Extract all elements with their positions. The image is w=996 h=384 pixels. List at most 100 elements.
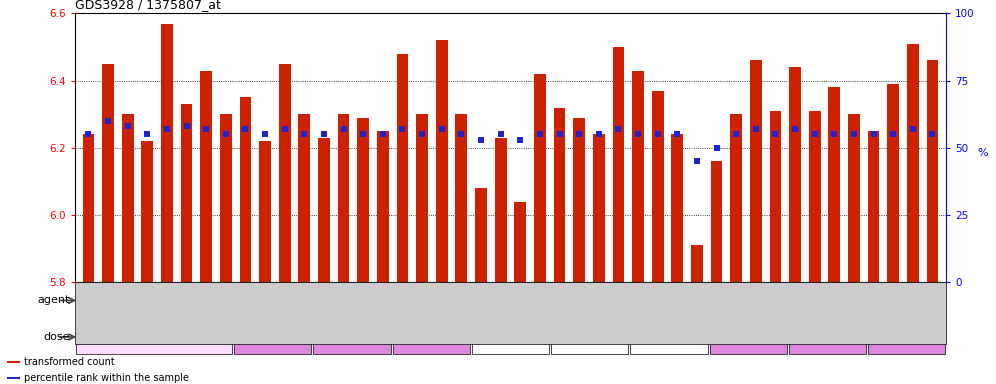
Point <box>277 126 293 132</box>
Point <box>708 145 724 151</box>
Point <box>297 131 313 137</box>
Bar <box>651 91 663 384</box>
Bar <box>358 118 370 384</box>
Point <box>885 131 901 137</box>
Point <box>101 118 117 124</box>
Point <box>316 131 332 137</box>
Point <box>768 131 784 137</box>
Bar <box>554 108 566 384</box>
Bar <box>534 74 546 384</box>
Bar <box>495 138 507 384</box>
Bar <box>259 141 271 384</box>
Text: GDS3928 / 1375807_at: GDS3928 / 1375807_at <box>75 0 220 11</box>
Bar <box>671 134 683 384</box>
Bar <box>848 114 860 384</box>
Bar <box>240 98 251 384</box>
Text: control: control <box>133 294 174 307</box>
Point <box>453 131 469 137</box>
Bar <box>122 114 133 384</box>
Text: 40 μM: 40 μM <box>257 332 289 342</box>
Text: 0.2 μM: 0.2 μM <box>493 332 528 342</box>
Bar <box>376 131 388 384</box>
Point <box>591 131 607 137</box>
Text: 0.275 μM: 0.275 μM <box>724 332 772 342</box>
Bar <box>318 138 330 384</box>
Point <box>414 131 430 137</box>
Text: transformed count: transformed count <box>24 358 115 367</box>
FancyBboxPatch shape <box>234 320 312 354</box>
Text: control: control <box>135 332 172 342</box>
FancyBboxPatch shape <box>472 320 549 354</box>
Point <box>689 158 705 164</box>
Point <box>178 123 194 129</box>
Bar <box>83 134 95 384</box>
Point <box>748 126 764 132</box>
Point <box>611 126 626 132</box>
Bar <box>514 202 526 384</box>
Bar <box>141 141 153 384</box>
Text: 10 μM: 10 μM <box>890 332 922 342</box>
Text: nickel: nickel <box>335 294 370 307</box>
FancyBboxPatch shape <box>472 284 707 317</box>
Bar <box>8 377 20 379</box>
Point <box>374 131 390 137</box>
FancyBboxPatch shape <box>314 320 390 354</box>
Bar <box>770 111 781 384</box>
Point <box>532 131 548 137</box>
Point <box>218 131 234 137</box>
Point <box>81 131 97 137</box>
Point <box>904 126 920 132</box>
Bar <box>711 161 722 384</box>
Point <box>924 131 940 137</box>
Point <box>807 131 823 137</box>
FancyBboxPatch shape <box>392 320 470 354</box>
Bar <box>750 61 762 384</box>
Y-axis label: %: % <box>978 148 988 158</box>
FancyBboxPatch shape <box>551 320 628 354</box>
Bar <box>279 64 291 384</box>
Point <box>394 126 410 132</box>
FancyBboxPatch shape <box>234 284 470 317</box>
Bar <box>907 44 918 384</box>
FancyBboxPatch shape <box>709 320 787 354</box>
Point <box>552 131 568 137</box>
Bar <box>8 361 20 363</box>
FancyBboxPatch shape <box>868 320 945 354</box>
Text: chromium: chromium <box>798 294 858 307</box>
Bar <box>220 114 232 384</box>
Point <box>846 131 862 137</box>
Point <box>237 126 253 132</box>
Point <box>139 131 155 137</box>
Bar <box>161 23 173 384</box>
Bar <box>416 114 428 384</box>
Point <box>356 131 372 137</box>
Text: 1.2 μM: 1.2 μM <box>651 332 686 342</box>
Bar <box>338 114 350 384</box>
Text: 0.55 μM: 0.55 μM <box>569 332 611 342</box>
Bar <box>887 84 899 384</box>
FancyBboxPatch shape <box>76 320 232 354</box>
Bar <box>455 114 467 384</box>
FancyBboxPatch shape <box>789 320 866 354</box>
Bar <box>789 67 801 384</box>
Point <box>571 131 587 137</box>
Point <box>787 126 803 132</box>
Point <box>336 126 352 132</box>
Bar <box>436 40 447 384</box>
Text: 1 μM: 1 μM <box>815 332 840 342</box>
Bar <box>632 71 644 384</box>
Point <box>866 131 881 137</box>
Bar <box>829 88 841 384</box>
Text: cadmium: cadmium <box>562 294 618 307</box>
Text: 140 μM: 140 μM <box>333 332 372 342</box>
Bar <box>475 188 487 384</box>
Text: dose: dose <box>43 332 70 342</box>
Point <box>493 131 509 137</box>
Text: agent: agent <box>37 295 70 306</box>
Point <box>473 137 489 143</box>
Bar <box>574 118 585 384</box>
Bar <box>593 134 605 384</box>
Point <box>728 131 744 137</box>
Point <box>827 131 843 137</box>
Bar <box>613 47 624 384</box>
